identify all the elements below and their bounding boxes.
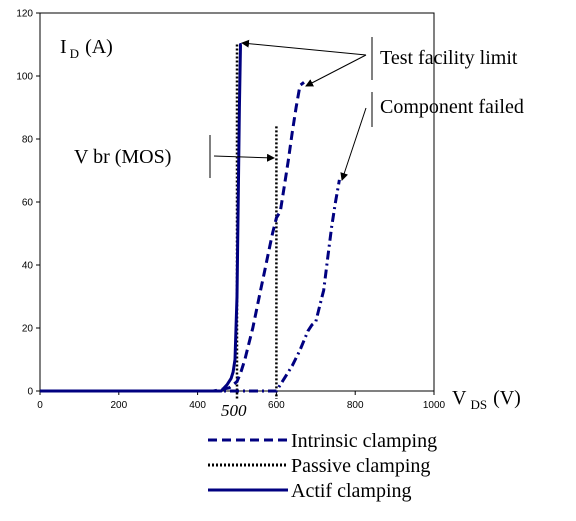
vbr-arrow (213, 153, 275, 162)
component-failed-arrow (340, 107, 367, 181)
x-tick-label: 800 (347, 400, 364, 411)
legend-label: Passive clamping (291, 455, 430, 477)
y-tick-label: 80 (22, 135, 34, 146)
y-tick-label: 40 (22, 261, 34, 272)
tick-labels: 0 200 400 600 800 1000 0 20 40 60 80 100 120 (16, 9, 445, 412)
y-tick-label: 20 (22, 324, 34, 335)
legend: Intrinsic clamping Passive clamping Actif … (208, 430, 437, 502)
x-tick-label: 1000 (423, 400, 446, 411)
test-limit-label: Test facility limit (380, 47, 518, 69)
x500-label: 500 (221, 401, 247, 420)
y-axis-label: I D (A) (60, 36, 113, 61)
x-axis-label: V DS (V) (452, 387, 521, 412)
x-tick-label: 400 (189, 400, 206, 411)
test-limit-arrow-1 (241, 39, 367, 56)
test-limit-arrow-2 (305, 54, 367, 87)
series-actif-clamping (40, 43, 242, 393)
legend-label: Intrinsic clamping (291, 430, 437, 452)
x-tick-label: 200 (110, 400, 127, 411)
series-lines (40, 43, 341, 393)
y-tick-label: 0 (27, 387, 33, 398)
y-tick-label: 60 (22, 198, 34, 209)
series-intrinsic-clamping (40, 81, 305, 393)
annotations: Test facility limit Component failed V b… (74, 37, 524, 420)
x-tick-label: 600 (268, 400, 285, 411)
y-tick-label: 100 (16, 72, 33, 83)
series-component-failed (40, 179, 341, 393)
axis-labels: I D (A) V DS (V) (60, 36, 521, 412)
x-tick-label: 0 (37, 400, 43, 411)
y-tick-label: 120 (16, 9, 33, 20)
vbr-label: V br (MOS) (74, 146, 171, 168)
reference-lines (235, 44, 278, 399)
legend-label: Actif clamping (291, 480, 412, 502)
component-failed-label: Component failed (380, 96, 524, 118)
